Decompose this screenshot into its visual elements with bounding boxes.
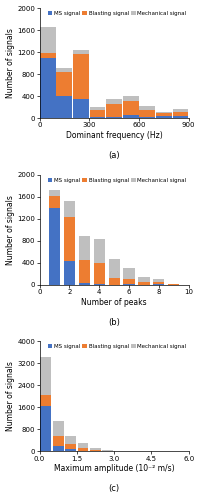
Bar xyxy=(78,284,89,285)
Bar xyxy=(65,450,76,452)
Bar xyxy=(139,110,154,117)
Bar xyxy=(63,217,75,260)
Bar xyxy=(93,264,104,283)
Bar xyxy=(93,284,104,285)
Bar xyxy=(139,106,154,110)
Bar xyxy=(40,27,55,53)
Bar xyxy=(73,50,88,54)
Bar xyxy=(172,116,187,118)
Bar xyxy=(138,278,149,282)
Y-axis label: Number of signals: Number of signals xyxy=(6,28,14,98)
Bar xyxy=(63,201,75,217)
Bar xyxy=(152,282,164,284)
Legend: MS signal, Blasting signal, Mechanical signal: MS signal, Blasting signal, Mechanical s… xyxy=(47,176,186,184)
X-axis label: Dominant frequency (Hz): Dominant frequency (Hz) xyxy=(65,131,162,140)
Bar xyxy=(155,113,171,116)
Bar xyxy=(152,284,164,285)
Bar xyxy=(52,446,63,452)
Legend: MS signal, Blasting signal, Mechanical signal: MS signal, Blasting signal, Mechanical s… xyxy=(47,343,186,350)
Bar xyxy=(77,444,88,448)
Bar xyxy=(89,110,105,117)
Bar xyxy=(122,116,138,118)
Bar xyxy=(89,117,105,118)
Bar xyxy=(102,450,113,452)
Bar xyxy=(52,421,63,436)
Bar xyxy=(93,239,104,264)
X-axis label: Number of peaks: Number of peaks xyxy=(81,298,146,307)
Bar xyxy=(106,104,121,117)
Bar xyxy=(73,99,88,118)
Bar xyxy=(106,100,121,104)
Bar xyxy=(123,284,134,285)
Bar xyxy=(56,96,72,118)
Bar xyxy=(52,436,63,446)
Bar xyxy=(40,356,51,395)
Bar xyxy=(56,72,72,96)
Bar xyxy=(123,268,134,279)
Bar xyxy=(108,258,119,278)
Bar xyxy=(40,53,55,58)
Bar xyxy=(49,196,60,207)
Bar xyxy=(90,448,100,450)
Y-axis label: Number of signals: Number of signals xyxy=(6,362,14,432)
Bar xyxy=(108,278,119,284)
Bar xyxy=(49,208,60,285)
Bar xyxy=(56,68,72,72)
Bar xyxy=(172,110,187,112)
Bar xyxy=(65,436,76,444)
Y-axis label: Number of signals: Number of signals xyxy=(6,195,14,264)
Bar xyxy=(78,236,89,260)
Bar xyxy=(40,406,51,452)
Text: (b): (b) xyxy=(108,318,119,327)
Bar xyxy=(89,106,105,110)
Bar xyxy=(139,117,154,118)
Bar xyxy=(90,450,100,451)
Bar xyxy=(172,112,187,116)
Text: (c): (c) xyxy=(108,484,119,494)
Bar xyxy=(40,58,55,118)
Bar xyxy=(63,260,75,285)
Bar xyxy=(65,444,76,450)
Legend: MS signal, Blasting signal, Mechanical signal: MS signal, Blasting signal, Mechanical s… xyxy=(47,10,186,17)
Bar xyxy=(49,190,60,196)
Bar xyxy=(122,101,138,116)
Bar xyxy=(138,282,149,284)
Bar xyxy=(122,96,138,101)
Bar xyxy=(155,112,171,113)
X-axis label: Maximum amplitude (10⁻² m/s): Maximum amplitude (10⁻² m/s) xyxy=(54,464,174,473)
Bar xyxy=(40,395,51,406)
Bar xyxy=(77,448,88,450)
Bar xyxy=(155,116,171,118)
Bar xyxy=(78,260,89,283)
Text: (a): (a) xyxy=(108,151,119,160)
Bar xyxy=(73,54,88,99)
Bar xyxy=(152,280,164,281)
Bar xyxy=(123,279,134,284)
Bar xyxy=(77,450,88,452)
Bar xyxy=(106,117,121,118)
